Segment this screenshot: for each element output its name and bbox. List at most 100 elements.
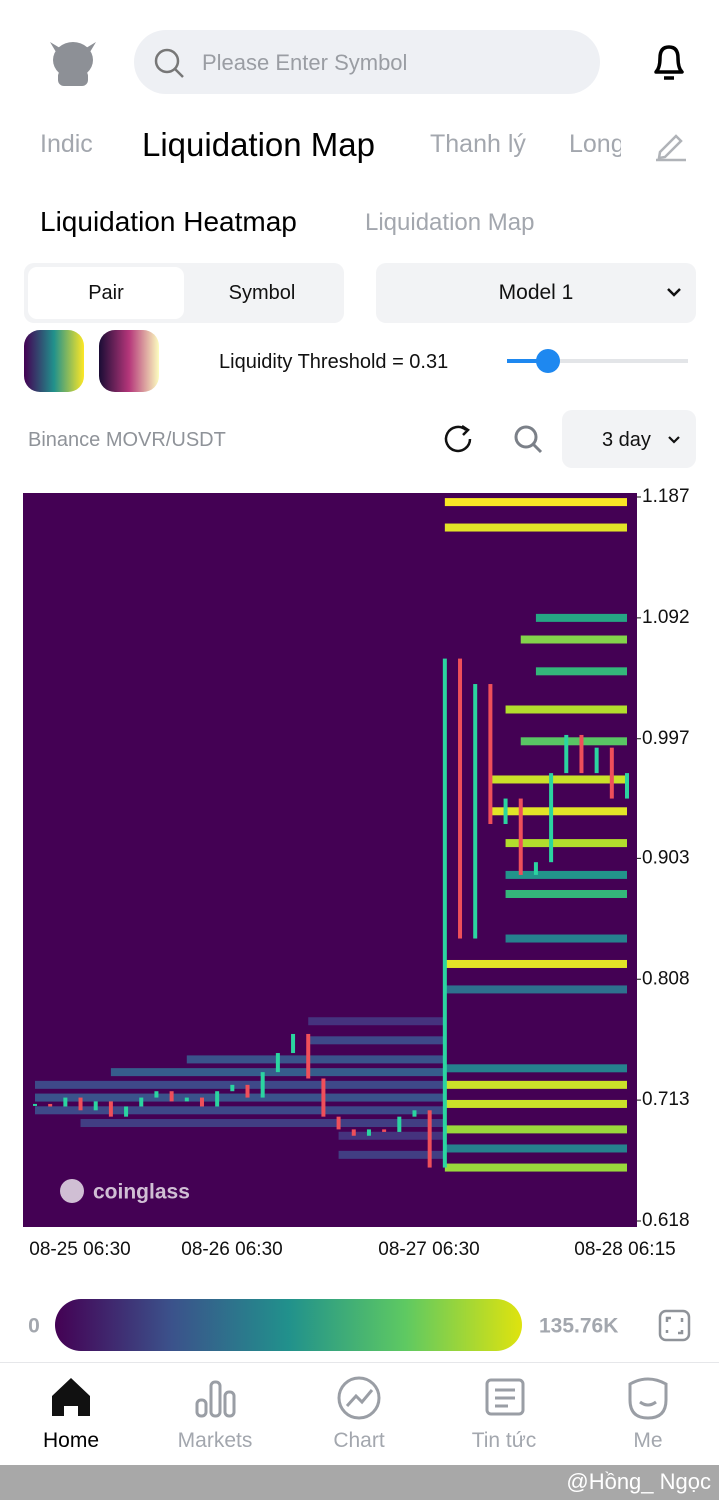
candle — [215, 1091, 220, 1107]
edit-icon[interactable] — [654, 128, 688, 162]
x-tick-label: 08-25 06:30 — [29, 1239, 130, 1260]
tab[interactable]: Thanh lý — [430, 130, 526, 158]
liquidation-band — [80, 1119, 445, 1128]
candle — [230, 1084, 235, 1092]
y-tick-label: 1.187 — [642, 486, 690, 507]
y-tick-label: 0.713 — [642, 1089, 690, 1110]
candle — [184, 1097, 189, 1102]
candle — [579, 734, 584, 774]
candle — [609, 747, 614, 799]
candle — [154, 1091, 159, 1098]
candle — [63, 1097, 68, 1107]
toggle-option[interactable]: Symbol — [228, 282, 296, 304]
fullscreen-icon[interactable] — [658, 1309, 691, 1342]
watermark: coinglass — [93, 1181, 190, 1204]
candle — [397, 1116, 402, 1132]
subtab[interactable]: Liquidation Map — [365, 209, 535, 236]
candle — [93, 1101, 98, 1111]
candle — [458, 658, 463, 939]
x-tick-label: 08-28 06:15 — [574, 1239, 675, 1260]
scheme-viridis[interactable] — [24, 330, 84, 392]
candle — [291, 1033, 296, 1054]
chevron — [668, 436, 680, 444]
liquidation-band — [308, 1017, 445, 1026]
nav-icons — [52, 1376, 668, 1420]
nav-item[interactable]: Me — [633, 1429, 663, 1452]
news-icon[interactable] — [485, 1378, 525, 1416]
liquidation-band — [35, 1106, 445, 1115]
tab-active[interactable]: Liquidation Map — [142, 126, 375, 163]
liquidation-band — [535, 613, 627, 622]
candle — [33, 1103, 37, 1106]
candle — [625, 773, 629, 799]
y-tick-label: 0.997 — [642, 728, 690, 749]
nav-item[interactable]: Markets — [177, 1429, 253, 1452]
home-icon[interactable] — [52, 1378, 90, 1416]
liquidation-band — [444, 1125, 627, 1134]
candle — [427, 1110, 432, 1168]
x-tick-label: 08-26 06:30 — [181, 1239, 282, 1260]
candle — [549, 773, 554, 863]
range-select[interactable]: 3 day — [562, 410, 696, 468]
colorbar-max: 135.76K — [539, 1315, 618, 1338]
system-bar: @Hồng_ Ngọc — [0, 1465, 719, 1500]
plot-background — [23, 493, 637, 1227]
model-label: Model 1 — [498, 281, 574, 304]
subtab-active[interactable]: Liquidation Heatmap — [40, 206, 297, 237]
nav-item-active[interactable]: Home — [42, 1429, 100, 1452]
range-label: 3 day — [602, 429, 651, 451]
liquidation-band — [308, 1036, 445, 1045]
liquidation-band — [490, 807, 627, 816]
candle — [139, 1097, 144, 1107]
threshold-slider[interactable] — [505, 346, 691, 376]
y-tick-label: 0.903 — [642, 847, 690, 868]
heatmap-chart: coinglass 1.187 1.092 0.997 0.903 0.808 0.713 0… — [23, 486, 690, 1260]
tab[interactable]: Long — [569, 130, 621, 158]
refresh-icon[interactable] — [440, 421, 476, 457]
candle — [275, 1053, 280, 1073]
divider — [0, 1362, 719, 1363]
candle — [412, 1110, 417, 1117]
candle — [518, 798, 523, 875]
search-box[interactable]: Please Enter Symbol — [134, 30, 600, 94]
nav-item[interactable]: Tin tức — [471, 1429, 537, 1452]
liquidation-band — [186, 1055, 445, 1064]
colorbar-min: 0 — [28, 1315, 40, 1338]
tab[interactable]: Indic — [40, 130, 93, 158]
candle — [124, 1106, 129, 1117]
liquidation-band — [505, 934, 627, 943]
candle — [260, 1072, 265, 1098]
pair-label: Binance MOVR/USDT — [28, 429, 226, 451]
search-placeholder: Please Enter Symbol — [202, 50, 408, 75]
liquidation-band — [444, 498, 627, 507]
search-icon — [154, 48, 184, 78]
bell-icon[interactable] — [650, 42, 688, 82]
color-schemes — [24, 330, 159, 392]
toggle-option-active[interactable]: Pair — [28, 267, 184, 319]
liquidation-band — [35, 1093, 445, 1102]
liquidation-band — [444, 523, 627, 532]
liquidation-band — [535, 667, 627, 676]
model-select[interactable]: Model 1 — [376, 263, 696, 323]
candle — [594, 747, 599, 774]
candle — [382, 1129, 387, 1132]
candle — [306, 1033, 311, 1079]
candle — [336, 1116, 341, 1130]
zoom-icon[interactable] — [512, 423, 546, 457]
me-icon[interactable] — [628, 1377, 668, 1420]
liquidation-band — [338, 1150, 445, 1159]
liquidation-band — [490, 775, 627, 784]
candle — [351, 1129, 356, 1136]
candle — [108, 1101, 113, 1117]
chart-icon[interactable] — [337, 1376, 381, 1420]
toggle: Pair Symbol — [24, 263, 344, 323]
scheme-magma[interactable] — [99, 330, 159, 392]
app-logo[interactable] — [40, 30, 106, 94]
nav-item[interactable]: Chart — [333, 1429, 385, 1452]
liquidation-band — [505, 889, 627, 898]
liquidation-band — [35, 1080, 445, 1089]
candle — [78, 1097, 83, 1111]
markets-icon[interactable] — [195, 1380, 236, 1418]
liquidation-band — [520, 635, 627, 644]
candle — [564, 734, 569, 774]
